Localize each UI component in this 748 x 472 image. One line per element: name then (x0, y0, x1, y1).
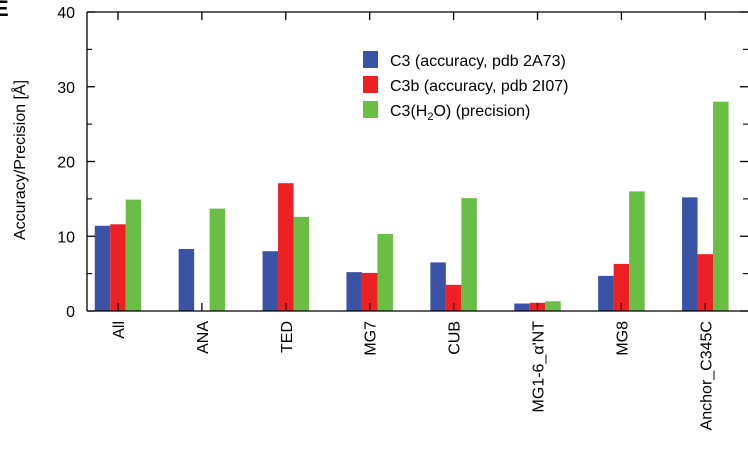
x-tick-label: All (111, 321, 128, 339)
bar (293, 216, 310, 311)
bars-group (94, 101, 729, 311)
bar (445, 284, 462, 311)
x-tick-label: ANA (195, 321, 212, 354)
bar (377, 234, 393, 311)
y-tick-label: 10 (57, 229, 75, 246)
bar (110, 224, 126, 311)
bar (545, 301, 561, 311)
bar (461, 198, 477, 311)
legend-swatch (363, 51, 378, 68)
legend-swatch (363, 76, 378, 93)
legend-swatch (363, 101, 378, 118)
x-tick-label: CUB (447, 321, 464, 355)
bar (598, 275, 614, 311)
bar (94, 225, 111, 311)
bar (178, 248, 195, 311)
bar (682, 197, 698, 311)
bar (514, 303, 530, 311)
x-tick-label: Anchor_C345C (698, 321, 715, 430)
bar (209, 208, 226, 311)
legend: C3 (accuracy, pdb 2A73) C3b (accuracy, pd… (363, 51, 568, 123)
bar (361, 272, 378, 311)
bar (125, 199, 142, 311)
y-tick-label: 30 (57, 80, 75, 97)
bar (262, 251, 279, 311)
bar (629, 191, 645, 311)
axes-group: 0 10 20 30 40 All ANA TED MG7 CUB MG1-6_α'NT MG8 Anc… (57, 5, 748, 430)
legend-label: C3b (accuracy, pdb 2I07) (390, 78, 568, 95)
bar (613, 263, 630, 311)
panel-label: E (0, 0, 9, 21)
y-tick-label: 0 (66, 304, 75, 321)
bar (713, 101, 729, 311)
legend-label: C3 (accuracy, pdb 2A73) (390, 53, 566, 70)
y-axis-label: Accuracy/Precision [Å] (10, 80, 29, 240)
y-tick-label: 40 (57, 5, 75, 22)
legend-label: C3(H2O) (precision) (390, 103, 530, 123)
bar (278, 183, 294, 311)
y-tick-label: 20 (57, 155, 75, 172)
bar (430, 262, 446, 311)
x-tick-label: MG7 (363, 321, 380, 356)
x-tick-label: TED (279, 321, 296, 353)
bar (697, 254, 714, 311)
x-tick-label: MG1-6_α'NT (531, 321, 548, 413)
bar (346, 272, 362, 311)
x-tick-label: MG8 (614, 321, 631, 356)
